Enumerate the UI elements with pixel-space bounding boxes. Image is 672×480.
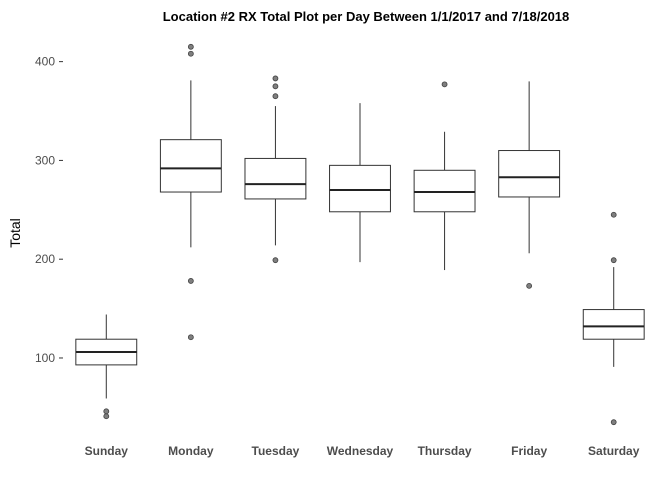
y-tick-label: 300 xyxy=(35,153,55,167)
outlier-point xyxy=(103,413,110,420)
outlier-point xyxy=(187,50,194,57)
box-sunday xyxy=(75,314,138,420)
x-tick-label: Monday xyxy=(168,444,214,458)
box-thursday xyxy=(413,81,476,271)
y-tick-label: 100 xyxy=(35,351,55,365)
y-tick-label: 200 xyxy=(35,252,55,266)
outlier-point xyxy=(610,419,617,426)
box-body xyxy=(159,139,222,193)
box-body xyxy=(498,150,561,198)
outlier-point xyxy=(272,75,279,82)
box-series xyxy=(75,43,645,426)
y-axis: 100 200 300 400 xyxy=(35,55,63,365)
x-tick-label: Saturday xyxy=(588,444,640,458)
box-monday xyxy=(159,43,222,341)
x-tick-label: Thursday xyxy=(418,444,472,458)
outlier-point xyxy=(272,93,279,100)
box-body xyxy=(582,309,645,340)
x-tick-label: Sunday xyxy=(85,444,129,458)
outlier-point xyxy=(187,43,194,50)
outlier-point xyxy=(272,83,279,90)
x-tick-label: Tuesday xyxy=(252,444,300,458)
y-tick-label: 400 xyxy=(35,55,55,69)
outlier-point xyxy=(187,334,194,341)
outlier-point xyxy=(187,278,194,284)
box-friday xyxy=(498,81,561,289)
box-body xyxy=(244,157,307,200)
outlier-point xyxy=(526,282,533,289)
x-tick-label: Wednesday xyxy=(327,444,394,458)
outlier-point xyxy=(610,257,617,264)
y-axis-label: Total xyxy=(7,218,23,248)
box-body xyxy=(329,164,391,213)
outlier-point xyxy=(103,408,110,415)
outlier-point xyxy=(441,81,448,88)
box-saturday xyxy=(582,211,645,426)
box-wednesday xyxy=(329,103,391,263)
x-tick-label: Friday xyxy=(511,444,547,458)
outlier-point xyxy=(272,257,279,264)
outlier-point xyxy=(610,211,617,218)
x-axis: Sunday Monday Tuesday Wednesday Thursday Frid… xyxy=(85,444,640,458)
chart-title: Location #2 RX Total Plot per Day Betwee… xyxy=(163,9,570,24)
box-tuesday xyxy=(244,75,307,264)
